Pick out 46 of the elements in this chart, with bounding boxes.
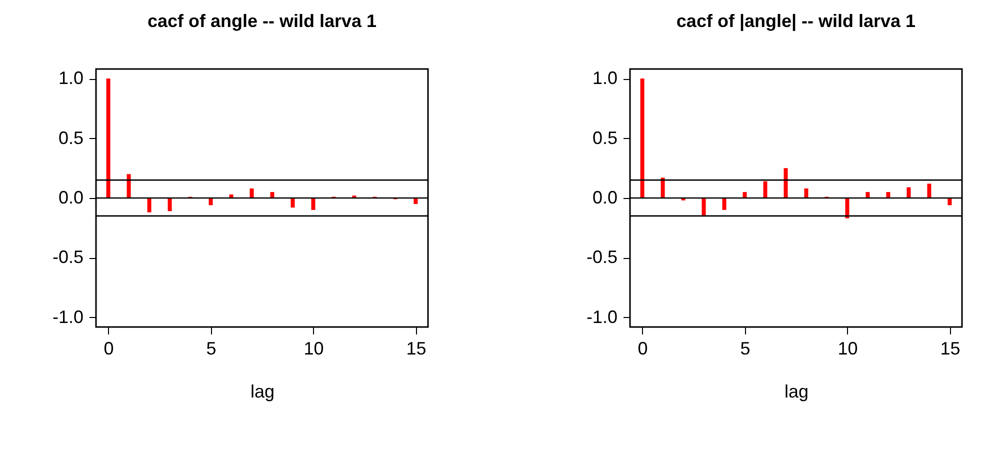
chart-title: cacf of angle -- wild larva 1 [147,11,377,31]
bar [784,168,788,198]
x-tick-label: 15 [406,338,426,358]
bar [948,198,952,206]
x-axis-title: lag [250,382,275,402]
y-tick-label: 0.0 [58,188,84,208]
bar [208,198,213,206]
bar [866,192,870,198]
x-tick-label: 0 [638,338,648,358]
x-axis-title: lag [784,382,809,402]
bar [763,181,768,198]
x-tick-label: 5 [206,338,216,358]
x-tick-label: 15 [940,338,960,358]
bar [742,192,747,198]
bar [640,78,644,198]
bar [845,198,850,218]
bar [927,184,932,198]
y-tick-label: 0.5 [592,128,618,148]
y-tick-label: -0.5 [52,247,84,268]
x-tick-label: 10 [304,338,324,358]
bar [147,198,152,212]
bar [414,198,418,204]
y-tick-label: -1.0 [586,306,618,327]
y-tick-label: 1.0 [58,68,84,88]
bar [660,178,665,198]
bar [250,188,254,198]
bar [722,198,726,210]
x-tick-label: 5 [740,338,750,358]
chart-title: cacf of |angle| -- wild larva 1 [676,11,916,31]
bar [906,187,911,198]
x-tick-label: 0 [104,338,114,358]
y-tick-label: 1.0 [592,68,618,88]
bar [886,192,890,198]
bar [311,198,316,210]
bar [804,188,808,198]
bar [290,198,295,208]
bar [106,78,110,198]
bar [270,192,274,198]
bar [168,198,172,212]
bar [126,174,131,198]
y-tick-label: 0.5 [58,128,84,148]
y-tick-label: 0.0 [592,188,618,208]
x-tick-label: 10 [838,338,858,358]
y-tick-label: -1.0 [52,306,84,327]
bar [702,198,706,216]
y-tick-label: -0.5 [586,247,618,268]
